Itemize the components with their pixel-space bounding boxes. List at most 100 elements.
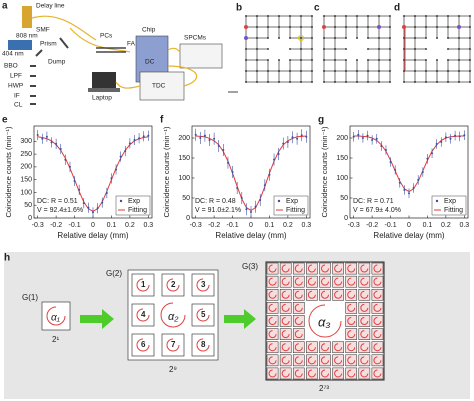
lattice-node	[300, 37, 302, 39]
lattice-node	[403, 81, 405, 83]
setup-label: SPCMs	[184, 35, 207, 42]
lattice-node	[323, 15, 325, 17]
flux-arrow	[307, 290, 316, 299]
data-point	[208, 139, 211, 141]
data-point	[250, 211, 252, 213]
lattice-node	[256, 48, 258, 50]
data-point	[92, 211, 94, 214]
lattice-node	[414, 81, 416, 83]
flux-arrow	[136, 338, 150, 352]
x-tick-label: -0.2	[50, 222, 62, 229]
data-point	[408, 192, 410, 195]
lattice-node	[378, 15, 380, 17]
laser	[8, 40, 32, 50]
data-point	[245, 208, 248, 211]
lattice-cell	[292, 275, 305, 288]
data-point	[435, 143, 438, 145]
lattice-cell	[319, 367, 331, 380]
lattice-node	[245, 81, 247, 83]
flux-arrow	[373, 290, 382, 299]
cell-number: 5	[201, 310, 206, 319]
lattice-node	[425, 59, 427, 61]
lattice-node	[378, 48, 380, 50]
flux-arrow	[268, 303, 277, 312]
lattice-node	[289, 48, 291, 50]
data-point	[375, 137, 378, 140]
flux-arrow	[373, 330, 382, 339]
lattice-cell	[266, 262, 279, 275]
lattice-node	[447, 70, 449, 72]
lattice-node	[447, 37, 449, 39]
data-point	[124, 150, 127, 153]
flux-arrow	[360, 317, 369, 325]
data-point	[268, 173, 271, 176]
lattice-node	[447, 15, 449, 17]
y-tick-label: 50	[340, 195, 348, 202]
lattice-node	[367, 26, 369, 28]
x-axis-label: Relative delay (mm)	[373, 231, 444, 240]
lattice-node	[436, 81, 438, 83]
data-point	[277, 153, 280, 155]
lattice-cell	[191, 333, 215, 357]
fit-line	[353, 135, 465, 193]
lattice-node	[469, 59, 471, 61]
flux-arrow	[360, 343, 369, 352]
x-tick-label: 0	[407, 222, 411, 229]
lattice-node	[245, 48, 247, 50]
lattice-cell	[371, 367, 384, 380]
setup-label: Dump	[48, 59, 66, 66]
lattice-node	[425, 15, 427, 17]
fiber-array	[96, 47, 126, 53]
lattice-node	[311, 81, 313, 83]
lattice-node	[367, 37, 369, 39]
lattice-node	[300, 59, 302, 61]
flux-arrow	[268, 317, 277, 325]
flux-arrow	[360, 369, 369, 378]
lattice-node	[447, 26, 449, 28]
flux-arrow	[347, 317, 356, 325]
flux-arrow	[307, 369, 316, 378]
lattice-node	[458, 59, 460, 61]
lattice-cell	[292, 288, 305, 301]
data-point	[282, 142, 285, 145]
panel-label: d	[394, 3, 400, 14]
lattice-node	[458, 70, 460, 72]
flux-arrow	[281, 290, 290, 299]
lattice-node	[267, 15, 269, 17]
lattice-node	[356, 81, 358, 83]
data-point	[115, 168, 118, 171]
data-point	[286, 141, 289, 143]
cell-number: 4	[141, 310, 146, 319]
y-tick-label: 50	[24, 202, 32, 209]
lattice-node	[278, 26, 280, 28]
flux-arrow	[347, 290, 356, 299]
flux-arrow	[136, 308, 150, 322]
flux-arrow	[294, 356, 303, 365]
lattice-cell	[358, 328, 371, 340]
flux-arrow	[347, 330, 356, 339]
lattice-cell	[131, 333, 155, 357]
lattice-node	[389, 37, 391, 39]
flux-arrow	[281, 317, 290, 325]
lattice-cell	[345, 328, 358, 340]
lattice-node	[278, 59, 280, 61]
annotation: DC: R = 0.71	[353, 198, 394, 205]
y-tick-label: 0	[186, 215, 190, 222]
flux-arrow	[373, 356, 382, 365]
lattice-node	[403, 37, 405, 39]
y-tick-label: 300	[20, 138, 32, 145]
flux-arrow	[334, 356, 343, 365]
data-point	[454, 134, 457, 137]
y-tick-label: 200	[336, 135, 348, 142]
photon-marker	[244, 25, 248, 29]
lattice-node	[245, 70, 247, 72]
lattice-node	[311, 48, 313, 50]
data-point	[296, 137, 299, 140]
lattice-cell	[266, 328, 279, 340]
flux-arrow	[360, 277, 369, 286]
lattice-node	[425, 37, 427, 39]
flux-arrow	[294, 343, 303, 352]
lattice-node	[425, 70, 427, 72]
lattice-node	[447, 48, 449, 50]
lattice-cell	[371, 315, 384, 327]
